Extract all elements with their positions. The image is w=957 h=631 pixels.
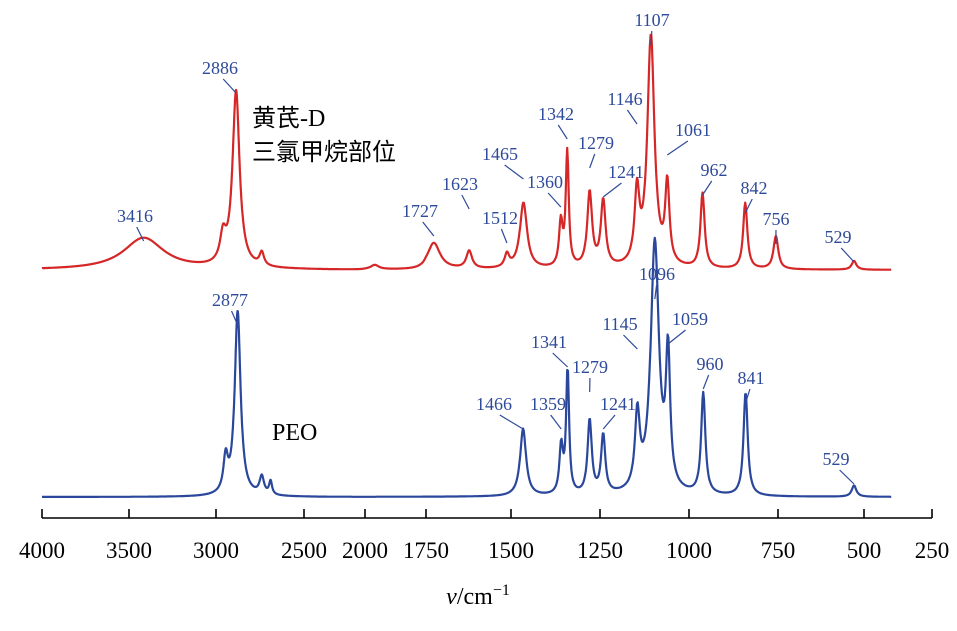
peak-leader-bottom-1241	[602, 414, 616, 430]
peak-label-top-529: 529	[825, 227, 852, 247]
x-axis-label-unit: /cm	[457, 584, 493, 610]
peak-label-top-1512: 1512	[482, 208, 518, 228]
peak-label-bottom-2877: 2877	[212, 290, 248, 310]
peak-leader-top-2886	[222, 78, 237, 94]
peak-leader-bottom-1466	[499, 414, 524, 430]
peak-leader-top-3416	[136, 226, 145, 242]
peak-leader-top-1727	[422, 221, 435, 237]
peak-label-top-3416: 3416	[117, 206, 153, 226]
peak-label-bottom-1241: 1241	[600, 394, 636, 414]
peak-label-bottom-1059: 1059	[672, 309, 708, 329]
peak-label-bottom-529: 529	[823, 449, 850, 469]
x-tick-label: 2500	[281, 538, 327, 563]
x-axis-label: v/cm−1	[446, 582, 510, 610]
peak-label-bottom-1466: 1466	[476, 394, 512, 414]
peak-label-bottom-960: 960	[697, 354, 724, 374]
top-series-name-line2: 三氯甲烷部位	[252, 139, 396, 166]
peak-label-bottom-1145: 1145	[602, 314, 637, 334]
peak-leader-bottom-2877	[230, 310, 239, 326]
x-tick-label: 2000	[342, 538, 388, 563]
peak-label-top-1107: 1107	[634, 10, 669, 30]
peak-leader-bottom-960	[702, 374, 710, 390]
x-tick-label: 4000	[19, 538, 65, 563]
peak-label-top-756: 756	[763, 209, 790, 229]
peak-label-top-1360: 1360	[527, 172, 563, 192]
x-axis-label-exponent: −1	[493, 582, 510, 599]
x-tick-label: 1250	[577, 538, 623, 563]
peak-leader-bottom-841	[745, 388, 751, 404]
peak-label-bottom-1096: 1096	[639, 264, 675, 284]
peak-label-bottom-1279: 1279	[572, 357, 608, 377]
peak-leader-bottom-1359	[550, 414, 562, 430]
top-series-name-line1: 黄芪-D	[252, 105, 325, 132]
x-tick-label: 1750	[403, 538, 449, 563]
peak-leader-top-1107	[650, 30, 653, 46]
x-tick-label: 1500	[488, 538, 534, 563]
peak-label-top-1146: 1146	[607, 89, 642, 109]
peak-label-bottom-1341: 1341	[531, 332, 567, 352]
x-tick-label: 1000	[666, 538, 712, 563]
peak-label-top-2886: 2886	[202, 58, 238, 78]
peak-leader-top-529	[840, 247, 855, 263]
peak-leader-bottom-1341	[552, 352, 569, 368]
bottom-series-name: PEO	[272, 420, 317, 446]
x-tick-label: 250	[915, 538, 950, 563]
peak-label-top-1241: 1241	[608, 162, 644, 182]
x-tick-label: 3000	[193, 538, 239, 563]
peak-leader-top-1342	[557, 124, 568, 140]
peak-label-top-1623: 1623	[442, 174, 478, 194]
peak-label-top-1465: 1465	[482, 144, 518, 164]
peak-label-bottom-1359: 1359	[530, 394, 566, 414]
peak-label-top-1342: 1342	[538, 104, 574, 124]
x-tick-label: 500	[847, 538, 882, 563]
peak-leader-top-1623	[461, 194, 470, 210]
peak-leader-top-1360	[547, 192, 562, 208]
peak-leader-top-1465	[504, 164, 524, 180]
peak-leader-bottom-1096	[654, 284, 658, 300]
x-tick-label: 750	[761, 538, 796, 563]
top-series-line	[41, 33, 892, 271]
bottom-series	[41, 236, 892, 498]
peak-leader-bottom-1059	[667, 329, 686, 345]
peak-label-top-842: 842	[741, 178, 768, 198]
peak-leader-bottom-1145	[623, 334, 638, 350]
peak-label-top-1727: 1727	[402, 201, 438, 221]
peak-label-top-1061: 1061	[675, 120, 711, 140]
top-series	[41, 33, 892, 271]
peak-leader-bottom-529	[839, 469, 855, 485]
peak-leader-top-842	[744, 198, 753, 214]
peak-leader-top-962	[702, 180, 713, 196]
peak-labels: 3416288617271623151214651360134212791241…	[117, 10, 855, 485]
peak-leader-top-1241	[602, 182, 622, 198]
peak-label-top-1279: 1279	[578, 133, 614, 153]
x-axis: 4000 3500 3000 2500 2000 1750 1500 1250 1000 750 5…	[19, 509, 949, 563]
peak-leader-top-1146	[626, 109, 638, 125]
peak-label-bottom-841: 841	[738, 368, 765, 388]
x-tick-label: 3500	[106, 538, 152, 563]
peak-leader-top-1279	[589, 153, 596, 169]
peak-label-top-962: 962	[701, 160, 728, 180]
peak-leader-top-1512	[500, 228, 508, 244]
bottom-series-line	[41, 236, 892, 498]
peak-leader-top-1061	[666, 140, 689, 156]
x-axis-label-symbol: v	[446, 584, 457, 610]
